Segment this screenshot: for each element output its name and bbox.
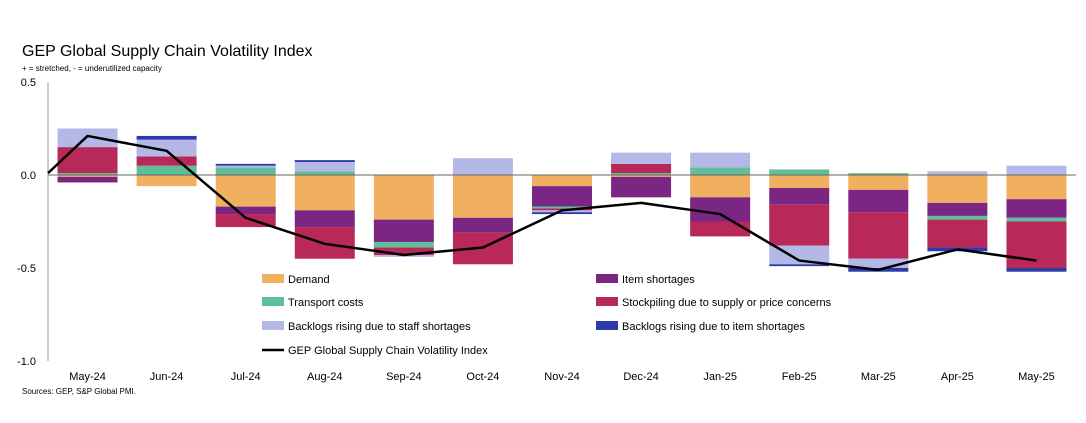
y-tick-label: -1.0 <box>17 356 36 368</box>
legend-label: Transport costs <box>288 297 364 309</box>
x-tick-label: May-25 <box>1018 371 1055 383</box>
bar-segment-transport-costs <box>294 171 355 175</box>
bar-segment-demand <box>1006 175 1067 200</box>
index-line <box>47 134 1037 272</box>
bar-segment-demand <box>848 175 909 190</box>
bar-segment-backlogs-rising-due-to-staff-shortages <box>136 139 197 157</box>
legend-label: Stockpiling due to supply or price conce… <box>622 297 832 309</box>
bar-segment-transport-costs <box>532 206 592 209</box>
x-tick-label: Aug-24 <box>307 371 342 383</box>
x-tick-label: Jun-24 <box>150 371 184 383</box>
bar-segment-item-shortages <box>294 210 355 228</box>
bar-segment-stockpiling-due-to-supply-or-price-concerns <box>690 221 751 237</box>
x-tick-label: Feb-25 <box>782 371 817 383</box>
bar-segment-demand <box>769 175 830 189</box>
bar-segment-stockpiling-due-to-supply-or-price-concerns <box>1006 221 1067 268</box>
bar-segment-stockpiling-due-to-supply-or-price-concerns <box>611 163 672 174</box>
bar-segment-demand <box>215 175 276 207</box>
y-tick-label: 0.0 <box>21 170 36 182</box>
x-tick-label: Jan-25 <box>703 371 737 383</box>
bar-segment-item-shortages <box>215 206 276 215</box>
bar-segment-stockpiling-due-to-supply-or-price-concerns <box>769 204 830 246</box>
chart-subtitle: + = stretched, - = underutilized capacit… <box>22 64 162 73</box>
bar-segment-demand <box>136 175 197 187</box>
bar-segment-item-shortages <box>690 197 751 222</box>
bar-segment-item-shortages <box>532 186 592 207</box>
x-tick-label: Sep-24 <box>386 371 421 383</box>
bar-segment-transport-costs <box>769 169 830 175</box>
bar-segment-demand <box>57 175 118 177</box>
bar-segment-transport-costs <box>57 173 118 175</box>
bar-segment-demand <box>611 175 672 177</box>
bar-segment-transport-costs <box>927 215 988 220</box>
bar-segment-item-shortages <box>769 188 830 205</box>
bar-segment-transport-costs <box>136 165 197 175</box>
x-tick-label: Mar-25 <box>861 371 896 383</box>
bar-segment-demand <box>294 175 355 211</box>
bar-segment-transport-costs <box>848 173 909 175</box>
bar-segment-backlogs-rising-due-to-staff-shortages <box>848 258 909 268</box>
bar-segment-item-shortages <box>611 176 672 198</box>
bar-segment-demand <box>452 175 513 218</box>
x-tick-label: Jul-24 <box>231 371 261 383</box>
bar-segment-item-shortages <box>1006 199 1067 218</box>
bar-segment-backlogs-rising-due-to-staff-shortages <box>1006 165 1067 175</box>
bar-segment-item-shortages <box>452 217 513 233</box>
bar-segment-stockpiling-due-to-supply-or-price-concerns <box>57 147 118 174</box>
bar-segment-stockpiling-due-to-supply-or-price-concerns <box>136 156 197 166</box>
bar-segment-backlogs-rising-due-to-staff-shortages <box>611 152 672 164</box>
bar-segment-transport-costs <box>215 167 276 175</box>
bar-segment-backlogs-rising-due-to-item-shortages <box>215 163 276 166</box>
bar-segment-demand <box>690 175 751 198</box>
legend-swatch <box>596 297 618 306</box>
legend-swatch <box>262 321 284 330</box>
bar-segment-stockpiling-due-to-supply-or-price-concerns <box>927 219 988 248</box>
x-tick-label: Oct-24 <box>466 371 499 383</box>
legend-swatch <box>596 274 618 283</box>
x-tick-label: Dec-24 <box>623 371 658 383</box>
legend-label: Item shortages <box>622 274 695 286</box>
bar-segment-backlogs-rising-due-to-staff-shortages <box>294 161 355 172</box>
bar-segment-backlogs-rising-due-to-item-shortages <box>136 135 197 140</box>
bar-segment-backlogs-rising-due-to-staff-shortages <box>215 165 276 168</box>
bar-segment-item-shortages <box>57 176 118 183</box>
bar-segment-item-shortages <box>927 202 988 216</box>
bar-segment-backlogs-rising-due-to-staff-shortages <box>927 171 988 175</box>
bar-segment-backlogs-rising-due-to-item-shortages <box>294 160 355 162</box>
legend-label: GEP Global Supply Chain Volatility Index <box>288 345 488 357</box>
bar-segment-item-shortages <box>848 189 909 213</box>
y-tick-label: -0.5 <box>17 263 36 275</box>
bar-segment-demand <box>532 175 592 187</box>
x-tick-label: Apr-25 <box>941 371 974 383</box>
legend-label: Demand <box>288 274 330 286</box>
bar-segment-transport-costs <box>1006 217 1067 222</box>
legend-swatch <box>596 321 618 330</box>
bar-segment-transport-costs <box>611 173 672 175</box>
bar-segment-backlogs-rising-due-to-item-shortages <box>1006 268 1067 272</box>
x-tick-label: May-24 <box>69 371 106 383</box>
bar-segment-stockpiling-due-to-supply-or-price-concerns <box>373 247 434 255</box>
bar-segment-transport-costs <box>690 167 751 175</box>
legend-swatch <box>262 274 284 283</box>
chart-source: Sources: GEP, S&P Global PMI. <box>22 387 136 396</box>
legend-label: Backlogs rising due to staff shortages <box>288 321 471 333</box>
chart-title: GEP Global Supply Chain Volatility Index <box>22 43 313 60</box>
legend-label: Backlogs rising due to item shortages <box>622 321 805 333</box>
x-tick-label: Nov-24 <box>544 371 579 383</box>
bar-segment-stockpiling-due-to-supply-or-price-concerns <box>848 212 909 259</box>
bar-segment-backlogs-rising-due-to-staff-shortages <box>57 128 118 148</box>
bar-segment-backlogs-rising-due-to-item-shortages <box>769 264 830 267</box>
bar-segment-transport-costs <box>373 241 434 248</box>
legend-swatch <box>262 297 284 306</box>
bar-segment-demand <box>373 175 434 220</box>
bar-segment-backlogs-rising-due-to-staff-shortages <box>452 158 513 175</box>
bar-segment-backlogs-rising-due-to-staff-shortages <box>690 152 751 168</box>
y-tick-label: 0.5 <box>21 77 36 89</box>
bar-segment-backlogs-rising-due-to-item-shortages <box>532 212 592 215</box>
bar-segment-demand <box>927 175 988 203</box>
bar-segment-item-shortages <box>373 219 434 242</box>
